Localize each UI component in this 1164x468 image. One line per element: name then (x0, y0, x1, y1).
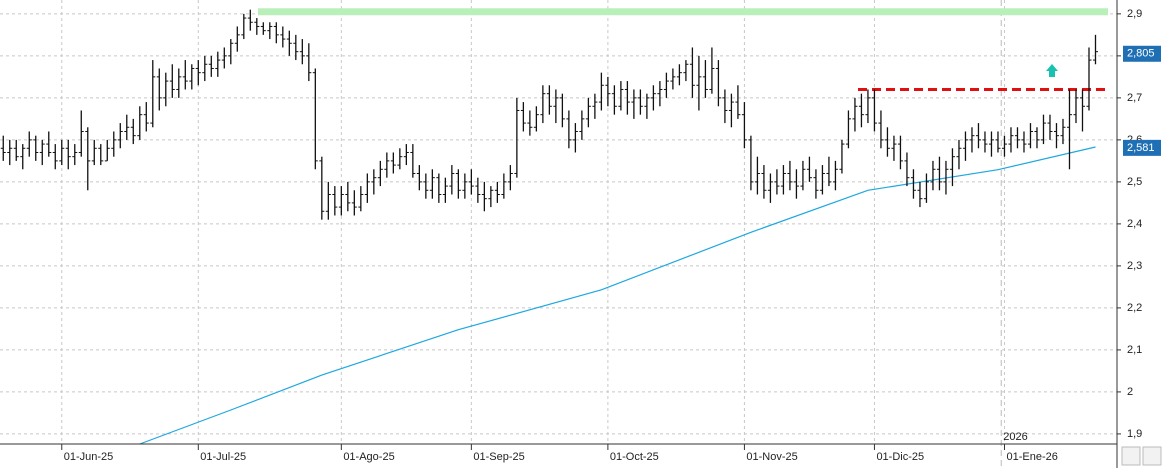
price-label-box (1123, 139, 1161, 156)
x-tick-label: 01-Nov-25 (746, 451, 797, 463)
y-tick-label: 2,5 (1127, 176, 1142, 188)
y-tick-label: 1,9 (1127, 428, 1142, 440)
x-tick-label: 01-Jul-25 (200, 451, 246, 463)
moving-average (139, 146, 1096, 445)
y-tick-label: 2,7 (1127, 92, 1142, 104)
plot (0, 0, 1117, 468)
y-tick-label: 2,2 (1127, 302, 1142, 314)
tool-button[interactable] (1142, 446, 1162, 466)
price-label: 2,581 (1127, 142, 1155, 154)
x-tick-label: 01-Sep-25 (473, 451, 524, 463)
y-tick-label: 2 (1127, 386, 1133, 398)
y-tick-label: 2,3 (1127, 260, 1142, 272)
up-arrow (1046, 64, 1058, 77)
x-tick-label: 01-Ago-25 (343, 451, 394, 463)
x-tick-label: 01-Oct-25 (610, 451, 659, 463)
price-label: 2,805 (1127, 48, 1155, 60)
x-tick-label: 01-Jun-25 (64, 451, 114, 463)
price-label-box (1123, 45, 1161, 62)
x-tick-label: 01-Dic-25 (876, 451, 924, 463)
tool-button[interactable] (1121, 446, 1141, 466)
x-tick-label: 01-Ene-26 (1006, 451, 1057, 463)
y-tick-label: 2,1 (1127, 344, 1142, 356)
year-label: 2026 (1003, 431, 1027, 443)
y-tick-label: 2,4 (1127, 218, 1142, 230)
y-tick-label: 2,9 (1127, 8, 1142, 20)
